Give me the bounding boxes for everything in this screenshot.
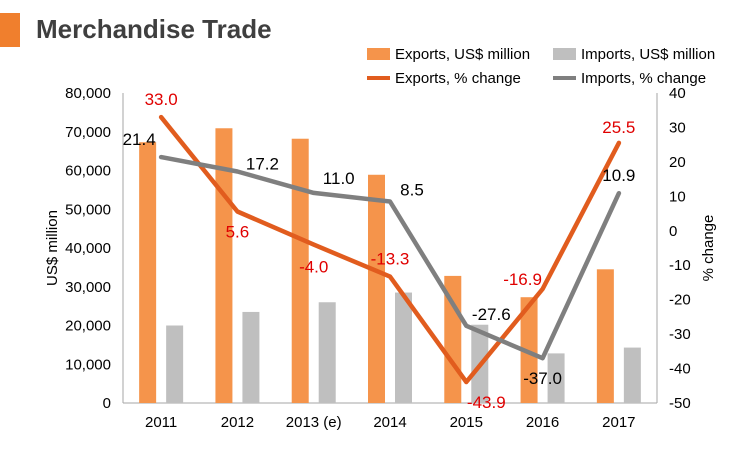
y-tick-label: 60,000: [65, 163, 111, 180]
exports-change-data-label: 33.0: [145, 90, 178, 109]
imports-bar: [242, 311, 260, 403]
y-tick-label: 50,000: [65, 201, 111, 218]
y2-tick-label: 10: [669, 188, 686, 205]
y-tick-label: 10,000: [65, 356, 111, 373]
y2-axis-title: % change: [700, 215, 717, 282]
y-tick-label: 0: [103, 395, 111, 412]
legend-label: Imports, % change: [581, 70, 706, 87]
imports-change-data-label: 10.9: [602, 166, 635, 185]
exports-bar: [596, 269, 614, 403]
imports-change-data-label: 17.2: [246, 155, 279, 174]
y-tick-label: 70,000: [65, 124, 111, 141]
legend-label: Exports, % change: [395, 70, 521, 87]
y2-tick-label: -40: [669, 361, 691, 378]
imports-bar: [166, 325, 184, 403]
y-axis-title: US$ million: [44, 210, 61, 286]
x-tick-label: 2011: [145, 414, 177, 431]
exports-change-data-label: -13.3: [371, 250, 410, 269]
imports-change-data-label: 11.0: [323, 169, 355, 188]
y-tick-label: 20,000: [65, 318, 111, 335]
y-tick-label: 80,000: [65, 85, 111, 102]
x-tick-label: 2017: [602, 414, 635, 431]
x-tick-label: 2013 (e): [286, 414, 342, 431]
legend-swatch: [367, 48, 390, 60]
y2-tick-label: 0: [669, 223, 677, 240]
imports-bar: [318, 302, 336, 403]
x-tick-label: 2012: [221, 414, 254, 431]
exports-change-data-label: 5.6: [226, 222, 250, 241]
legend-swatch: [553, 48, 576, 60]
x-tick-label: 2015: [450, 414, 483, 431]
page-title: Merchandise Trade: [36, 14, 272, 44]
exports-bar: [139, 142, 157, 403]
y2-tick-label: -50: [669, 395, 691, 412]
y2-tick-label: -10: [669, 257, 691, 274]
exports-change-data-label: -43.9: [467, 393, 506, 412]
y-tick-label: 30,000: [65, 279, 111, 296]
exports-change-data-label: -16.9: [503, 270, 542, 289]
imports-bar: [395, 292, 412, 403]
imports-change-line: [158, 154, 622, 361]
legend-label: Exports, US$ million: [395, 46, 530, 63]
title-accent-bar: [0, 13, 20, 47]
exports-change-line: [158, 114, 622, 385]
legend-label: Imports, US$ million: [581, 46, 715, 63]
y2-tick-label: -30: [669, 326, 691, 343]
x-tick-label: 2016: [526, 414, 559, 431]
exports-change-data-label: 25.5: [602, 118, 635, 137]
y2-tick-label: 40: [669, 85, 686, 102]
x-tick-label: 2014: [373, 414, 406, 431]
imports-change-data-label: 21.4: [123, 130, 156, 149]
imports-change-data-label: 8.5: [400, 181, 424, 200]
imports-bar: [623, 347, 641, 403]
y2-tick-label: -20: [669, 292, 691, 309]
imports-change-data-label: -37.0: [523, 369, 562, 388]
exports-bar: [291, 138, 309, 403]
exports-bar: [368, 174, 385, 403]
y-tick-label: 40,000: [65, 240, 111, 257]
exports-change-data-label: -4.0: [299, 258, 328, 277]
y2-tick-label: 20: [669, 154, 686, 171]
imports-bar: [547, 353, 565, 403]
y2-tick-label: 30: [669, 119, 686, 136]
imports-change-data-label: -27.6: [472, 305, 511, 324]
